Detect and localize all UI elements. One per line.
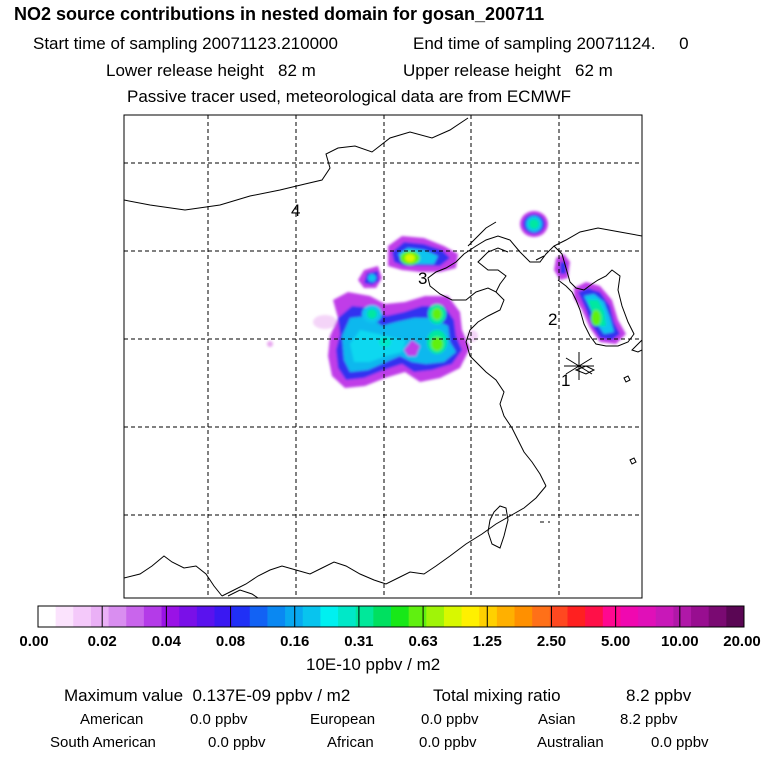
colorbar-cell xyxy=(38,606,57,627)
colorbar-cell xyxy=(90,606,110,627)
colorbar-tick-label: 0.04 xyxy=(151,633,181,650)
map-frame xyxy=(123,114,643,599)
region-value-african: 0.0 ppbv xyxy=(419,734,477,751)
colorbar-cell xyxy=(267,606,286,627)
plume-shandong xyxy=(328,292,470,388)
colorbar-cell xyxy=(655,606,674,627)
colorbar-cell xyxy=(691,606,710,627)
colorbar-cell xyxy=(55,606,74,627)
colorbar-tick-label: 2.50 xyxy=(536,633,567,650)
colorbar-tick-label: 10.00 xyxy=(661,633,699,650)
colorbar-cell xyxy=(161,606,180,627)
colorbar-cell xyxy=(373,606,392,627)
upper-release-height: Upper release height 62 m xyxy=(403,61,613,80)
colorbar-tick-label: 0.02 xyxy=(87,633,117,650)
colorbar-cell xyxy=(108,606,127,627)
colorbar-cell xyxy=(567,606,586,627)
colorbar-tick-label: 0.63 xyxy=(408,633,438,650)
region-name-african: African xyxy=(327,734,374,751)
gridlines xyxy=(124,115,642,598)
colorbar-cell xyxy=(673,606,692,627)
colorbar-cell xyxy=(232,606,251,627)
colorbar-cell xyxy=(496,606,516,627)
colorbar-unit: 10E-10 ppbv / m2 xyxy=(306,655,441,674)
start-time-label: Start time of sampling 20071123.210000 xyxy=(33,34,338,53)
colorbar-cell xyxy=(549,606,568,627)
site-label-2: 2 xyxy=(548,310,557,329)
colorbar-cell xyxy=(638,606,657,627)
colorbar-cell xyxy=(391,606,410,627)
colorbar-cell xyxy=(514,606,533,627)
colorbar-cell xyxy=(338,606,357,627)
end-time-label: End time of sampling 20071124. 0 xyxy=(413,34,689,53)
colorbar-cell xyxy=(249,606,268,627)
plume-korea xyxy=(554,254,626,344)
region-name-european: European xyxy=(310,711,376,728)
plume-beijing xyxy=(358,236,458,288)
colorbar-cell xyxy=(196,606,215,627)
total-mixing-value: 8.2 ppbv xyxy=(626,686,692,705)
region-value-european: 0.0 ppbv xyxy=(421,711,479,728)
colorbar-cell xyxy=(143,606,163,627)
region-value-american: 0.0 ppbv xyxy=(190,711,248,728)
colorbar-cell xyxy=(602,606,621,627)
colorbar-cell xyxy=(302,606,321,627)
colorbar-cell xyxy=(214,606,233,627)
region-name-australian: Australian xyxy=(537,734,604,751)
colorbar-cell xyxy=(355,606,374,627)
total-mixing-label: Total mixing ratio xyxy=(433,686,561,705)
colorbar-cells xyxy=(37,606,745,627)
colorbar-cell xyxy=(426,606,445,627)
colorbar-cell xyxy=(461,606,480,627)
colorbar-cell xyxy=(479,606,498,627)
site-label-3: 3 xyxy=(418,269,427,288)
receptor-star-icon xyxy=(564,352,594,380)
site-label-4: 4 xyxy=(291,201,300,220)
colorbar-cell xyxy=(320,606,339,627)
colorbar-tick-label: 5.00 xyxy=(601,633,631,650)
colorbar-tick-label: 1.25 xyxy=(472,633,502,650)
colorbar-tick-label: 0.16 xyxy=(280,633,310,650)
colorbar-cell xyxy=(126,606,145,627)
map-panel: 1 2 3 4 xyxy=(123,114,643,599)
colorbar-frame xyxy=(37,605,745,628)
colorbar-tick-label: 20.00 xyxy=(723,633,761,650)
colorbar-tick-label: 0.00 xyxy=(19,633,49,650)
plot-title: NO2 source contributions in nested domai… xyxy=(14,4,545,24)
concentration-plumes xyxy=(267,211,626,388)
site-label-1: 1 xyxy=(561,371,570,390)
colorbar-cell xyxy=(708,606,727,627)
colorbar-cell xyxy=(443,606,463,627)
coastlines xyxy=(124,117,642,598)
colorbar-cell xyxy=(73,606,92,627)
region-name-asian: Asian xyxy=(538,711,576,728)
region-value-asian: 8.2 ppbv xyxy=(620,711,678,728)
max-value-label: Maximum value 0.137E-09 ppbv / m2 xyxy=(64,686,351,705)
region-value-south-american: 0.0 ppbv xyxy=(208,734,266,751)
colorbar-cell xyxy=(179,606,198,627)
region-value-australian: 0.0 ppbv xyxy=(651,734,709,751)
colorbar-cell xyxy=(408,606,427,627)
lower-release-height: Lower release height 82 m xyxy=(106,61,316,80)
colorbar-cell xyxy=(585,606,604,627)
colorbar-cell xyxy=(726,606,745,627)
colorbar-tick-label: 0.31 xyxy=(344,633,374,650)
colorbar-cell xyxy=(285,606,304,627)
colorbar-cell xyxy=(532,606,551,627)
region-name-american: American xyxy=(80,711,144,728)
plume-bohai-north xyxy=(520,211,548,237)
region-name-south-american: South American xyxy=(50,734,156,751)
colorbar-cell xyxy=(620,606,639,627)
tracer-label: Passive tracer used, meteorological data… xyxy=(127,87,572,106)
colorbar-tick-label: 0.08 xyxy=(215,633,246,650)
